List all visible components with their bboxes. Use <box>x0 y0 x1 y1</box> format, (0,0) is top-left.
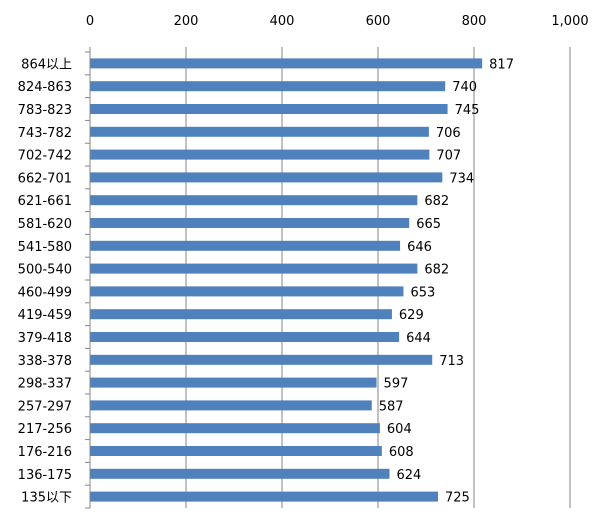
category-label: 500-540 <box>18 263 72 278</box>
x-tick-label: 200 <box>174 14 199 29</box>
data-label: 817 <box>489 57 514 72</box>
data-label: 725 <box>445 491 470 506</box>
labels: 0 200 400 600 800 1,000 864以上 817 824-863 740 783-… <box>18 14 589 506</box>
bar <box>90 423 380 434</box>
data-label: 608 <box>389 445 414 460</box>
category-label: 217-256 <box>18 422 72 437</box>
data-label: 707 <box>436 149 461 164</box>
bar <box>90 240 401 251</box>
bar <box>90 400 372 411</box>
category-label: 662-701 <box>18 171 72 186</box>
bar <box>90 332 400 342</box>
category-label: 702-742 <box>18 149 72 164</box>
data-label: 665 <box>416 217 441 232</box>
axes <box>85 47 571 509</box>
data-label: 587 <box>379 399 404 414</box>
category-label: 257-297 <box>18 399 72 414</box>
data-label: 734 <box>449 171 474 186</box>
data-label: 745 <box>455 103 480 118</box>
bar <box>90 58 483 69</box>
data-label: 713 <box>439 354 464 369</box>
data-label: 646 <box>407 240 432 255</box>
data-label: 682 <box>424 263 449 278</box>
bar <box>90 104 448 114</box>
category-label: 460-499 <box>18 285 72 300</box>
data-label: 597 <box>384 377 409 392</box>
category-label: 135以下 <box>21 491 72 506</box>
category-label: 298-337 <box>18 377 72 392</box>
bar <box>90 126 429 137</box>
x-tick-label: 0 <box>86 14 94 29</box>
category-label: 541-580 <box>18 240 72 255</box>
bar <box>90 218 410 228</box>
category-label: 621-661 <box>18 194 72 209</box>
bar <box>90 149 430 160</box>
category-label: 581-620 <box>18 217 72 232</box>
bar <box>90 377 377 388</box>
bar-series <box>90 58 483 502</box>
data-label: 706 <box>436 126 461 141</box>
category-label: 338-378 <box>18 354 72 369</box>
category-label: 783-823 <box>18 103 72 118</box>
bar <box>90 491 438 502</box>
gridlines <box>185 52 571 508</box>
bar <box>90 286 404 297</box>
data-label: 653 <box>410 285 435 300</box>
data-label: 629 <box>399 308 424 323</box>
category-label: 824-863 <box>18 80 72 95</box>
x-tick-label: 400 <box>270 14 295 29</box>
category-label: 136-175 <box>18 468 72 483</box>
bar <box>90 81 446 92</box>
category-label: 176-216 <box>18 445 72 460</box>
category-label: 864以上 <box>21 57 72 72</box>
x-tick-label: 800 <box>462 14 487 29</box>
x-tick-label: 1,000 <box>551 14 588 29</box>
category-label: 379-418 <box>18 331 72 346</box>
bar <box>90 354 433 365</box>
data-label: 740 <box>452 80 477 95</box>
bar <box>90 263 418 274</box>
bar <box>90 172 443 183</box>
bar <box>90 309 392 320</box>
bar <box>90 468 390 479</box>
data-label: 624 <box>397 468 422 483</box>
data-label: 644 <box>406 331 431 346</box>
category-label: 419-459 <box>18 308 72 323</box>
data-label: 604 <box>387 422 412 437</box>
bar <box>90 195 418 206</box>
data-label: 682 <box>424 194 449 209</box>
x-tick-label: 600 <box>366 14 391 29</box>
category-label: 743-782 <box>18 126 72 141</box>
bar <box>90 446 382 456</box>
